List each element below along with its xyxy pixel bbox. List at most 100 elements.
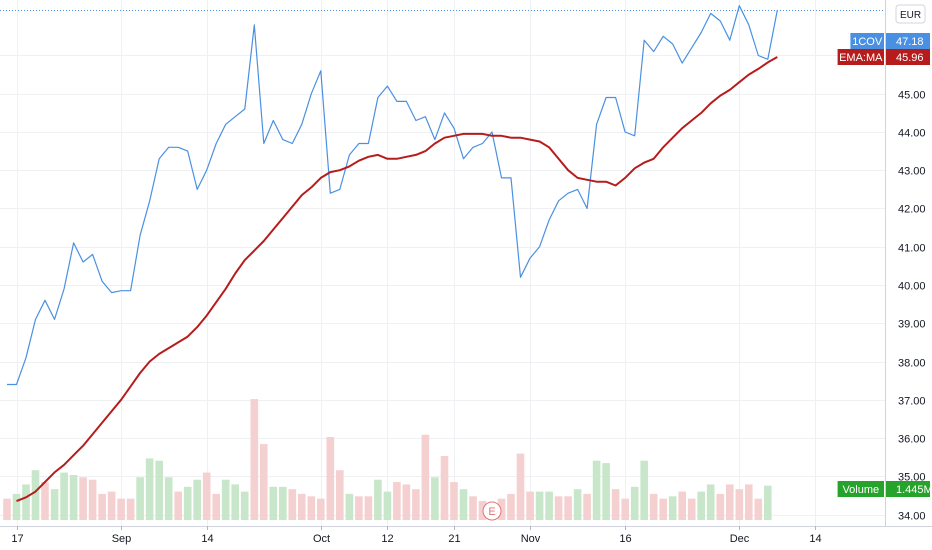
time-tick-label: 14 [201,533,213,545]
price-tick-label: 43.00 [898,166,926,178]
volume-bar [98,493,106,520]
volume-bar [117,498,125,520]
volume-bar [41,482,49,520]
time-tick-label: 21 [448,533,460,545]
volume-bar [183,486,192,520]
volume-bar [79,477,87,520]
tag-1cov-value-box [886,33,930,49]
volume-bar [231,484,239,520]
volume-bar [69,475,78,520]
volume-bar [630,486,639,520]
price-tick-label: 39.00 [898,319,926,331]
tag-ema-value: 45.96 [896,52,924,64]
time-tick-label: 17 [11,533,23,545]
time-tick-label: 16 [619,533,631,545]
tag-volume-name: Volume [842,484,879,496]
markers: E [482,501,502,521]
earnings-marker [482,501,502,521]
tag-ema: EMA:MA 45.96 [837,49,930,65]
price-axis[interactable]: 34.00 35.00 36.00 37.00 38.00 39.00 40.00 41.00… [898,51,926,523]
volume-bar [678,491,686,520]
volume-bar [450,482,458,520]
volume-bar [745,484,753,520]
tag-ema-value-box [886,49,930,65]
volume-bar [592,460,601,520]
volume-bar [145,458,154,520]
time-tick-label: Nov [521,533,541,545]
volume-bar [564,496,572,520]
tag-1cov-name-box [850,33,884,49]
volume-bars [3,399,772,520]
volume-bar [754,498,763,520]
volume-bar [611,489,620,520]
volume-bar [364,496,373,520]
volume-bar [250,399,259,520]
volume-bar [573,489,582,520]
time-tick-label: Sep [112,533,132,545]
time-axis[interactable]: 17 Sep 14 Oct 12 21 Nov 16 Dec 14 [11,526,822,545]
volume-bar [164,477,173,520]
volume-bar [535,491,544,520]
grid [0,0,885,526]
tag-volume-name-box [837,481,884,497]
volume-bar [12,493,21,520]
volume-bar [136,477,144,520]
earnings-marker-label: E [488,506,495,518]
volume-bar [383,491,392,520]
volume-bar [393,482,401,520]
volume-bar [3,498,11,520]
volume-bar [735,489,744,520]
volume-bar [126,498,135,520]
volume-bar [459,489,468,520]
volume-bar [507,493,515,520]
price-tick-label: 35.00 [898,472,926,484]
volume-bar [240,491,249,520]
volume-bar [640,460,648,520]
volume-bar [469,496,477,520]
series-lines [0,5,885,503]
price-line [7,5,778,386]
volume-bar [326,437,335,520]
volume-bar [649,493,658,520]
volume-bar [31,470,40,520]
tag-1cov-value: 47.18 [896,36,924,48]
volume-bar [221,479,230,520]
volume-bar [431,477,439,520]
volume-bar [668,496,677,520]
price-tick-label: 36.00 [898,434,926,446]
volume-bar [706,484,715,520]
volume-bar [421,434,430,520]
price-tick-label: 38.00 [898,358,926,370]
price-tick-label: 40.00 [898,281,926,293]
price-tick-label: 34.00 [898,511,926,523]
volume-bar [687,498,696,520]
currency-label: EUR [900,10,921,21]
tag-1cov: 1COV 47.18 [850,33,930,49]
volume-bar [307,496,316,520]
volume-bar [659,498,667,520]
volume-bar [88,479,97,520]
volume-bar [412,489,420,520]
volume-bar [526,491,534,520]
volume-bar [298,493,306,520]
tag-volume-value: 1.445M [896,484,932,496]
tag-1cov-name: 1COV [852,36,883,48]
time-tick-label: Dec [730,533,750,545]
volume-bar [602,463,610,520]
volume-bar [202,472,211,520]
volume-bar [22,484,30,520]
volume-bar [212,493,220,520]
volume-bar [193,479,201,520]
price-tick-label: 37.00 [898,396,926,408]
currency-button[interactable]: EUR [895,4,926,24]
ema-line [16,56,778,503]
volume-bar [716,493,725,520]
volume-bar [345,493,354,520]
volume-bar [279,486,287,520]
volume-bar [288,489,297,520]
tag-ema-name-box [837,49,884,65]
volume-bar [260,444,268,520]
volume-bar [60,472,68,520]
volume-bar [697,491,705,520]
